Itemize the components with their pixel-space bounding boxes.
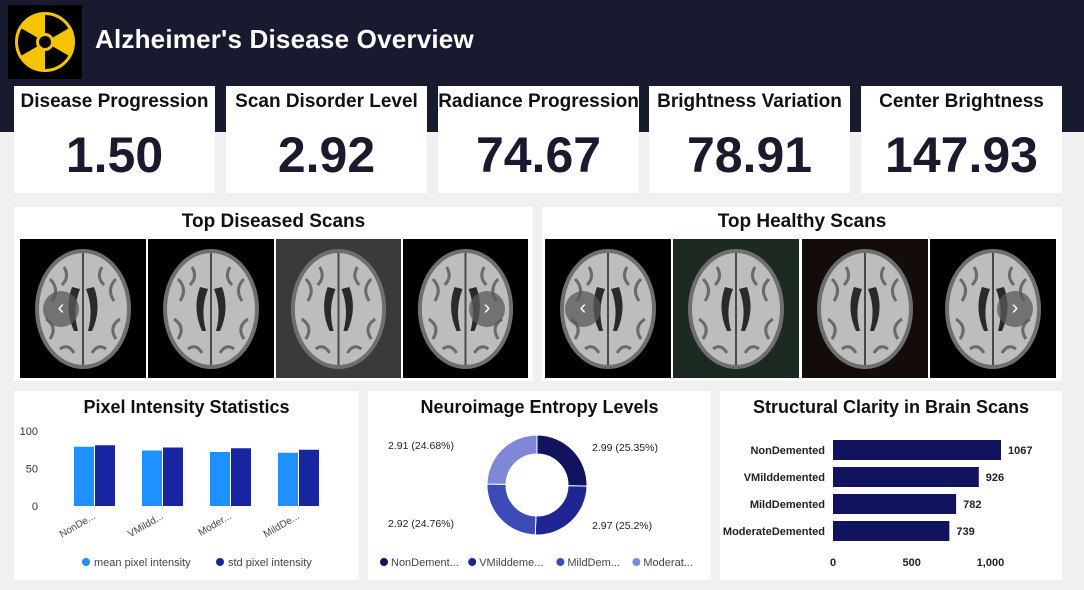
legend-label: mean pixel intensity bbox=[94, 557, 191, 569]
kpi-label: Radiance Progression bbox=[438, 91, 639, 112]
x-tick-label: 0 bbox=[830, 557, 836, 569]
x-tick-label: NonDe... bbox=[58, 511, 98, 540]
diseased-scan-image[interactable] bbox=[403, 239, 528, 378]
hbar bbox=[833, 494, 957, 514]
y-category-label: ModerateDemented bbox=[723, 526, 825, 538]
healthy-scans-carousel: Top Healthy Scans ‹ › bbox=[542, 207, 1062, 381]
kpi-card-scan-disorder-level: Scan Disorder Level 2.92 bbox=[226, 86, 427, 193]
kpi-label: Brightness Variation bbox=[657, 91, 842, 112]
healthy-scan-image[interactable] bbox=[673, 239, 799, 378]
x-tick-label: 1,000 bbox=[977, 557, 1005, 569]
kpi-value: 147.93 bbox=[885, 127, 1038, 183]
legend-marker bbox=[556, 558, 565, 566]
legend-marker bbox=[468, 558, 477, 566]
kpi-card-radiance-progression: Radiance Progression 74.67 bbox=[438, 86, 639, 193]
donut-slice bbox=[536, 434, 588, 487]
slice-data-label: 2.99 (25.35%) bbox=[592, 442, 658, 454]
diseased-scan-image[interactable] bbox=[276, 239, 401, 378]
kpi-label: Disease Progression bbox=[20, 91, 209, 112]
diseased-scan-image[interactable] bbox=[148, 239, 274, 378]
bar-std-pixel-intensity bbox=[163, 447, 183, 506]
legend-label: Moderat... bbox=[643, 557, 693, 569]
radiation-icon bbox=[8, 5, 82, 79]
legend-marker bbox=[380, 558, 388, 566]
chevron-right-icon[interactable]: › bbox=[469, 291, 505, 327]
kpi-card-center-brightness: Center Brightness 147.93 bbox=[861, 86, 1062, 193]
x-tick-label: MildDe... bbox=[262, 511, 302, 540]
bar-std-pixel-intensity bbox=[231, 448, 251, 506]
y-category-label: VMilddemented bbox=[744, 472, 825, 484]
bar-mean-pixel-intensity bbox=[278, 452, 298, 506]
kpi-label: Center Brightness bbox=[879, 91, 1044, 112]
hbar bbox=[833, 521, 950, 541]
chart-title: Pixel Intensity Statistics bbox=[83, 397, 290, 417]
bar-mean-pixel-intensity bbox=[74, 446, 94, 506]
bar-std-pixel-intensity bbox=[95, 445, 115, 506]
kpi-label: Scan Disorder Level bbox=[235, 91, 418, 112]
y-tick-label: 50 bbox=[26, 464, 38, 476]
y-category-label: MildDemented bbox=[750, 499, 825, 511]
y-category-label: NonDemented bbox=[750, 445, 825, 457]
kpi-card-brightness-variation: Brightness Variation 78.91 bbox=[649, 86, 850, 193]
kpi-value: 1.50 bbox=[65, 127, 164, 183]
diseased-scan-image[interactable] bbox=[20, 239, 146, 378]
kpi-value: 74.67 bbox=[475, 127, 602, 183]
y-tick-label: 0 bbox=[32, 501, 38, 513]
slice-data-label: 2.92 (24.76%) bbox=[388, 518, 454, 530]
hbar bbox=[833, 440, 1001, 460]
healthy-scan-image[interactable] bbox=[545, 239, 671, 378]
bar-mean-pixel-intensity bbox=[142, 450, 162, 506]
bar-mean-pixel-intensity bbox=[210, 452, 230, 506]
legend-marker bbox=[82, 558, 90, 566]
legend-label: VMilddeme... bbox=[479, 557, 543, 569]
chart-title: Neuroimage Entropy Levels bbox=[420, 397, 659, 417]
bar-std-pixel-intensity bbox=[299, 449, 319, 506]
diseased-scans-carousel: Top Diseased Scans ‹ › bbox=[14, 207, 533, 381]
x-tick-label: Moder... bbox=[197, 511, 234, 539]
kpi-value: 78.91 bbox=[686, 127, 813, 183]
bar-value-label: 782 bbox=[963, 499, 981, 511]
x-tick-label: VMildd... bbox=[126, 511, 165, 540]
legend-marker bbox=[632, 558, 641, 566]
chart-title: Structural Clarity in Brain Scans bbox=[752, 397, 1030, 417]
kpi-value: 2.92 bbox=[277, 127, 376, 183]
healthy-scan-image[interactable] bbox=[930, 239, 1056, 378]
legend-label: NonDement... bbox=[391, 557, 459, 569]
legend-label: MildDem... bbox=[567, 557, 620, 569]
pixel-intensity-chart-panel: Pixel Intensity Statistics 0 50 100 NonDe..… bbox=[14, 391, 359, 580]
kpi-card-disease-progression: Disease Progression 1.50 bbox=[14, 86, 215, 193]
legend-marker bbox=[216, 558, 224, 566]
legend-label: std pixel intensity bbox=[228, 557, 312, 569]
donut-slice bbox=[486, 434, 538, 485]
slice-data-label: 2.97 (25.2%) bbox=[592, 520, 652, 532]
structural-clarity-chart-panel: Structural Clarity in Brain Scans NonDem… bbox=[720, 391, 1062, 580]
bar-value-label: 1067 bbox=[1008, 445, 1032, 457]
x-tick-label: 500 bbox=[903, 557, 921, 569]
donut-slice bbox=[486, 483, 537, 536]
chevron-left-icon[interactable]: ‹ bbox=[565, 291, 601, 327]
structural-clarity-chart: NonDemented 1067 VMilddemented 926 MildDemen… bbox=[723, 440, 1032, 569]
pixel-intensity-chart: 0 50 100 NonDe... VMildd... Moder... MildDe...… bbox=[20, 426, 319, 569]
slice-data-label: 2.91 (24.68%) bbox=[388, 440, 454, 452]
healthy-scan-image[interactable] bbox=[802, 239, 928, 378]
entropy-donut-chart: 2.99 (25.35%) 2.97 (25.2%) 2.92 (24.76%) 2.… bbox=[380, 434, 693, 569]
chevron-left-icon[interactable]: ‹ bbox=[43, 291, 79, 327]
entropy-chart-panel: Neuroimage Entropy Levels 2.99 (25.35%) 2… bbox=[368, 391, 711, 580]
donut-slice bbox=[534, 485, 588, 536]
bar-value-label: 739 bbox=[956, 526, 974, 538]
page-title: Alzheimer's Disease Overview bbox=[95, 24, 474, 54]
chevron-right-icon[interactable]: › bbox=[997, 291, 1033, 327]
bar-value-label: 926 bbox=[986, 472, 1004, 484]
diseased-scans-title: Top Diseased Scans bbox=[181, 211, 366, 232]
hbar bbox=[833, 467, 979, 487]
healthy-scans-title: Top Healthy Scans bbox=[717, 211, 887, 232]
y-tick-label: 100 bbox=[20, 426, 38, 438]
